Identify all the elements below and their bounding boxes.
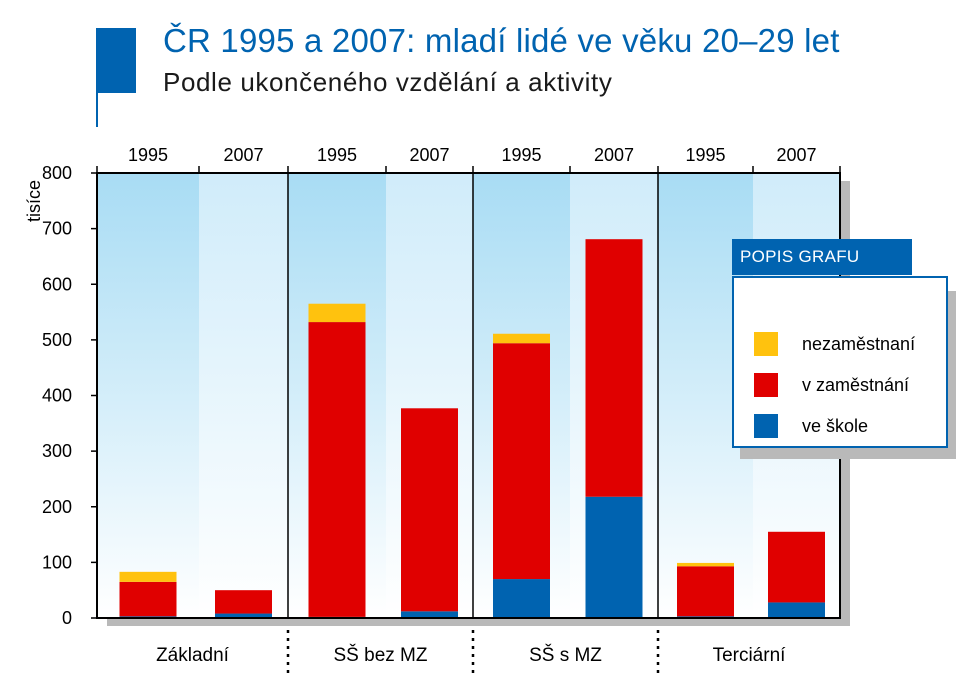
bar-segment-nezamestnani [308, 303, 366, 323]
group-label: Základní [156, 645, 230, 666]
bar-segment-v-zamestnani [768, 531, 825, 603]
year-label: 2007 [223, 145, 263, 165]
bar-segment-v-zamestnani [401, 408, 458, 612]
bar-segment-ve-skole [768, 602, 825, 618]
legend-swatch-v-zamestnani [754, 373, 778, 397]
bar-segment-nezamestnani [677, 562, 734, 567]
y-tick-label: 700 [42, 219, 72, 239]
legend-heading: POPIS GRAFU [732, 239, 912, 275]
bar-segment-ve-skole [401, 611, 458, 618]
legend-item-v-zamestnani: v zaměstnání [754, 372, 909, 398]
year-label: 2007 [409, 145, 449, 165]
legend-label-v-zamestnani: v zaměstnání [802, 374, 910, 395]
y-axis-label: tisíce [24, 180, 44, 222]
group-label: SŠ s MZ [529, 644, 602, 666]
legend-item-ve-skole: ve škole [754, 413, 868, 439]
title-accent-bar [96, 28, 136, 93]
bar-segment-v-zamestnani [308, 322, 366, 617]
bar-segment-v-zamestnani [119, 581, 177, 617]
y-tick-label: 800 [42, 163, 72, 183]
bar-segment-nezamestnani [493, 333, 550, 344]
bar-segment-v-zamestnani [585, 239, 643, 497]
legend-box: nezaměstnaní v zaměstnání ve škole [732, 276, 948, 448]
y-tick-label: 200 [42, 497, 72, 517]
bar-segment-ve-skole [585, 496, 643, 618]
year-label: 1995 [128, 145, 168, 165]
y-tick-label: 100 [42, 552, 72, 572]
legend-swatch-ve-skole [754, 414, 778, 438]
bar-segment-ve-skole [493, 579, 550, 618]
legend-label-nezamestnani: nezaměstnaní [802, 333, 916, 354]
group-label: SŠ bez MZ [334, 644, 428, 666]
y-tick-label: 300 [42, 441, 72, 461]
year-label: 2007 [776, 145, 816, 165]
chart-subtitle: Podle ukončeného vzdělání a aktivity [163, 67, 613, 97]
legend: POPIS GRAFU nezaměstnaní v zaměstnání ve… [732, 239, 956, 459]
legend-item-nezamestnani: nezaměstnaní [754, 331, 915, 357]
bar-segment-ve-skole [215, 613, 272, 618]
legend-label-ve-skole: ve škole [802, 415, 869, 436]
bar-segment-v-zamestnani [677, 566, 734, 617]
y-tick-label: 500 [42, 330, 72, 350]
y-tick-label: 400 [42, 386, 72, 406]
plot-band [199, 173, 288, 618]
bar-segment-v-zamestnani [215, 590, 272, 614]
title-accent-rule [96, 93, 98, 127]
year-label: 1995 [317, 145, 357, 165]
group-label: Terciární [713, 645, 787, 666]
chart-title: ČR 1995 a 2007: mladí lidé ve věku 20–29… [163, 22, 840, 59]
y-tick-label: 0 [62, 608, 72, 628]
bar-segment-nezamestnani [119, 571, 177, 582]
year-label: 1995 [685, 145, 725, 165]
bar-segment-v-zamestnani [493, 343, 550, 580]
year-label: 2007 [594, 145, 634, 165]
legend-swatch-nezamestnani [754, 332, 778, 356]
plot-band [97, 173, 199, 618]
year-label: 1995 [501, 145, 541, 165]
y-tick-label: 600 [42, 274, 72, 294]
